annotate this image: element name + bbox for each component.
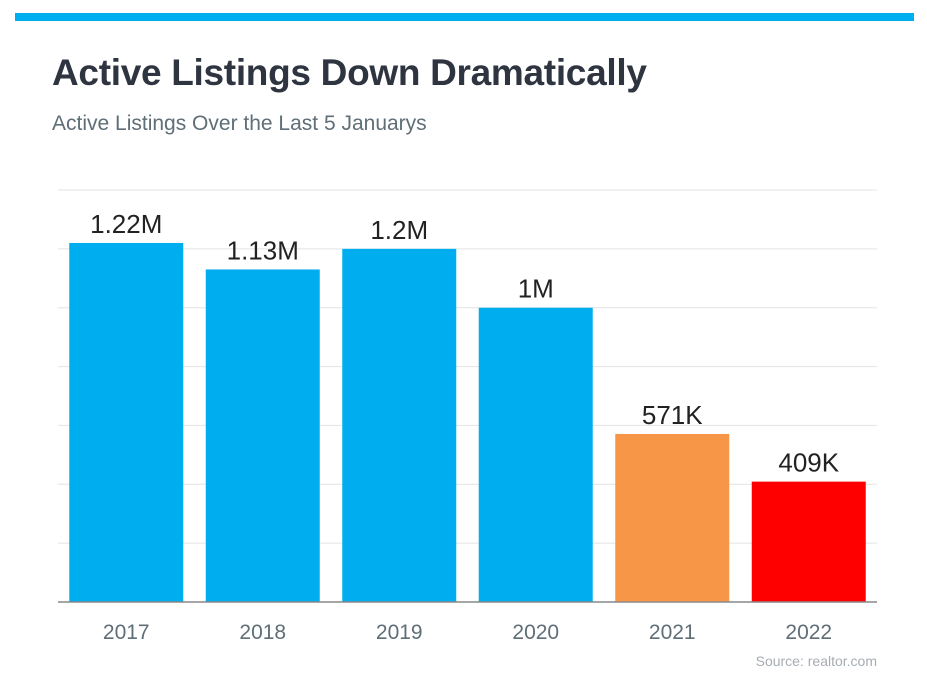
x-tick-label-2017: 2017 <box>103 621 150 644</box>
data-label-2022: 409K <box>778 448 839 478</box>
bar-2020 <box>478 307 593 602</box>
source-note: Source: realtor.com <box>755 653 877 669</box>
bar-2021 <box>615 433 730 602</box>
x-tick-label-2020: 2020 <box>512 621 559 644</box>
data-label-2017: 1.22M <box>90 209 162 239</box>
chart-subtitle: Active Listings Over the Last 5 Januarys <box>52 112 427 135</box>
data-label-2019: 1.2M <box>370 215 428 245</box>
bar-2017 <box>69 242 184 602</box>
chart-title: Active Listings Down Dramatically <box>52 52 647 93</box>
x-tick-label-2018: 2018 <box>239 621 286 644</box>
data-label-2020: 1M <box>518 274 554 304</box>
bar-2018 <box>205 269 320 602</box>
top-accent-bar <box>15 13 914 21</box>
data-label-2021: 571K <box>642 400 703 430</box>
bar-2019 <box>342 248 457 602</box>
data-label-2018: 1.13M <box>227 235 299 265</box>
x-tick-label-2019: 2019 <box>376 621 423 644</box>
x-tick-label-2021: 2021 <box>649 621 696 644</box>
bar-2022 <box>751 481 866 602</box>
x-tick-label-2022: 2022 <box>785 621 832 644</box>
